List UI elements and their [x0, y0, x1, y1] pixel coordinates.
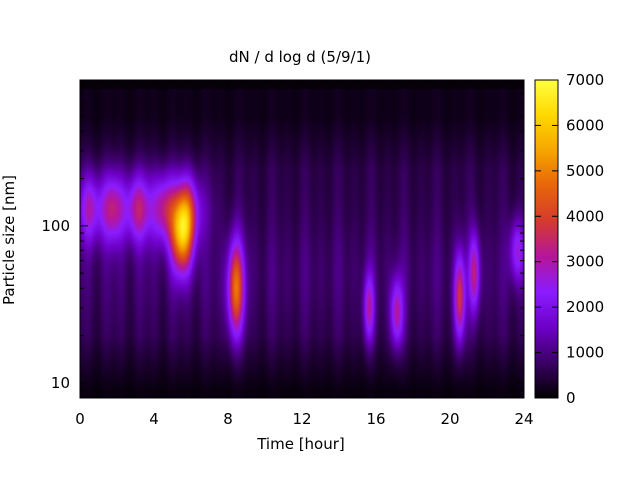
colorbar-tick-label: 7000: [566, 71, 604, 89]
heatmap-canvas: [80, 80, 524, 398]
colorbar-tick-label: 1000: [566, 344, 604, 362]
x-tick-label: 16: [366, 410, 385, 428]
y-tick-label: 10: [51, 374, 70, 392]
x-tick-label: 4: [149, 410, 159, 428]
x-axis-label: Time [hour]: [256, 435, 345, 453]
x-tick-label: 8: [223, 410, 233, 428]
chart-title: dN / d log d (5/9/1): [229, 48, 371, 66]
x-tick-label: 24: [514, 410, 533, 428]
y-axis-label: Particle size [nm]: [0, 175, 18, 305]
colorbar-tick-label: 5000: [566, 162, 604, 180]
x-tick-label: 0: [75, 410, 85, 428]
x-axis: 0 4 8 12 16 20 24: [75, 80, 534, 428]
colorbar-tick-label: 2000: [566, 298, 604, 316]
colorbar-tick-label: 4000: [566, 207, 604, 225]
y-axis: 10 100: [41, 83, 524, 399]
colorbar: 0 1000 2000 3000 4000 5000 6000 7000: [534, 71, 604, 407]
colorbar-ticks: 0 1000 2000 3000 4000 5000 6000 7000: [535, 71, 604, 407]
colorbar-tick-label: 6000: [566, 116, 604, 134]
heatmap-canvas-holder: [80, 80, 524, 398]
colorbar-tick-label: 0: [566, 389, 576, 407]
heatmap-area: [79, 79, 525, 399]
y-tick-label: 100: [41, 217, 70, 235]
colorbar-gradient: [534, 79, 559, 399]
x-tick-label: 20: [440, 410, 459, 428]
x-tick-label: 12: [292, 410, 311, 428]
colorbar-tick-label: 3000: [566, 253, 604, 271]
